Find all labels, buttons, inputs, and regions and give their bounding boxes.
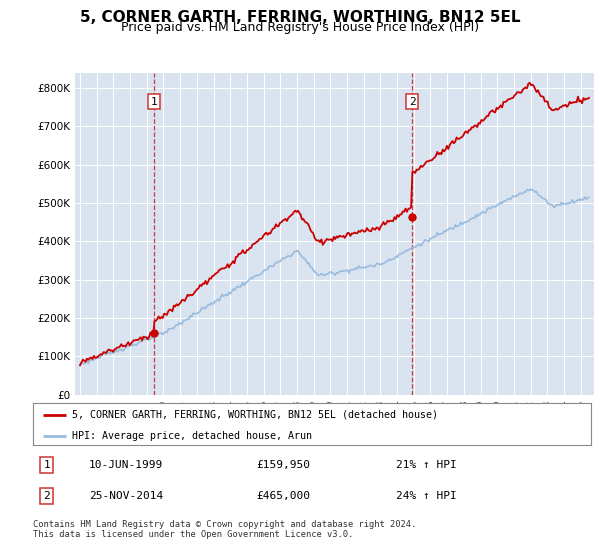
Text: 1: 1 xyxy=(44,460,50,470)
Text: 2: 2 xyxy=(409,96,415,106)
Text: 5, CORNER GARTH, FERRING, WORTHING, BN12 5EL (detached house): 5, CORNER GARTH, FERRING, WORTHING, BN12… xyxy=(72,410,438,420)
Text: 2: 2 xyxy=(44,491,50,501)
Text: HPI: Average price, detached house, Arun: HPI: Average price, detached house, Arun xyxy=(72,431,312,441)
Text: Price paid vs. HM Land Registry's House Price Index (HPI): Price paid vs. HM Land Registry's House … xyxy=(121,21,479,34)
Text: 25-NOV-2014: 25-NOV-2014 xyxy=(89,491,163,501)
Text: 1: 1 xyxy=(151,96,157,106)
Text: 10-JUN-1999: 10-JUN-1999 xyxy=(89,460,163,470)
Text: £159,950: £159,950 xyxy=(256,460,310,470)
Text: 5, CORNER GARTH, FERRING, WORTHING, BN12 5EL: 5, CORNER GARTH, FERRING, WORTHING, BN12… xyxy=(80,10,520,25)
Text: 24% ↑ HPI: 24% ↑ HPI xyxy=(396,491,457,501)
Text: 21% ↑ HPI: 21% ↑ HPI xyxy=(396,460,457,470)
Text: Contains HM Land Registry data © Crown copyright and database right 2024.
This d: Contains HM Land Registry data © Crown c… xyxy=(33,520,416,539)
Text: £465,000: £465,000 xyxy=(256,491,310,501)
